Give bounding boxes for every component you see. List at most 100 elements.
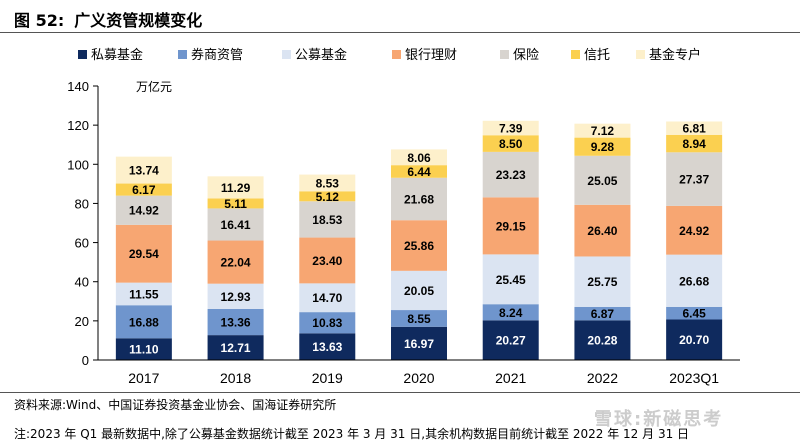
- bar-3-0: [115, 224, 172, 283]
- data-label-5-6: 8.94: [682, 137, 706, 151]
- legend-swatch-6: [636, 50, 645, 59]
- legend-swatch-2: [282, 50, 291, 59]
- bar-4-5: [574, 155, 631, 205]
- data-label-2-0: 11.55: [129, 287, 159, 301]
- bar-5-2: [299, 191, 356, 202]
- data-label-0-0: 11.10: [129, 343, 159, 357]
- data-label-1-2: 10.83: [312, 316, 342, 330]
- data-label-2-4: 25.45: [496, 273, 526, 287]
- data-label-2-5: 25.75: [587, 275, 617, 289]
- bar-5-3: [391, 165, 447, 178]
- data-label-0-5: 20.28: [587, 334, 617, 348]
- data-label-4-6: 27.37: [679, 173, 709, 187]
- legend-swatch-1: [178, 50, 187, 59]
- x-tick-label-6: 2023Q1: [669, 370, 719, 386]
- bar-0-6: [666, 319, 723, 360]
- bar-6-0: [115, 156, 172, 184]
- bar-3-3: [391, 220, 447, 271]
- y-tick-label-5: 100: [67, 157, 89, 172]
- data-label-4-2: 18.53: [312, 213, 342, 227]
- data-label-3-5: 26.40: [587, 224, 617, 238]
- bar-3-2: [299, 237, 356, 284]
- bar-0-3: [391, 326, 447, 360]
- data-label-2-2: 14.70: [312, 291, 342, 305]
- bar-6-5: [574, 123, 631, 138]
- bar-1-3: [391, 310, 447, 327]
- data-label-1-3: 8.55: [407, 312, 431, 326]
- legend-swatch-4: [500, 50, 509, 59]
- bar-4-1: [207, 208, 264, 241]
- bar-4-3: [391, 177, 447, 221]
- x-tick-label-3: 2020: [403, 370, 434, 386]
- data-label-2-1: 12.93: [221, 290, 251, 304]
- bar-5-6: [666, 134, 723, 153]
- data-label-6-1: 11.29: [221, 181, 251, 195]
- bar-0-2: [299, 333, 356, 360]
- data-label-0-6: 20.70: [679, 333, 709, 347]
- data-label-4-5: 25.05: [587, 174, 617, 188]
- data-label-1-1: 13.36: [221, 316, 251, 330]
- bar-2-6: [666, 254, 723, 307]
- legend-label-0: 私募基金: [91, 47, 143, 62]
- bar-1-0: [115, 305, 172, 339]
- bar-1-1: [207, 308, 264, 336]
- y-tick-label-4: 80: [75, 196, 89, 211]
- legend-swatch-3: [392, 50, 401, 59]
- bar-5-4: [482, 135, 539, 152]
- x-tick-label-1: 2018: [220, 370, 251, 386]
- data-label-0-3: 16.97: [404, 337, 434, 351]
- data-label-3-4: 29.15: [496, 219, 526, 233]
- title-bar: 图 52: 广义资管规模变化: [0, 0, 800, 33]
- data-label-5-5: 9.28: [591, 140, 615, 154]
- data-label-6-0: 13.74: [129, 164, 159, 178]
- bar-2-3: [391, 270, 447, 311]
- data-label-4-1: 16.41: [221, 218, 251, 232]
- legend-swatch-5: [571, 50, 580, 59]
- legend-label-1: 券商资管: [191, 47, 243, 62]
- y-tick-label-0: 0: [82, 353, 89, 368]
- data-label-5-0: 6.17: [132, 183, 156, 197]
- bar-2-2: [299, 283, 356, 313]
- legend-label-6: 基金专户: [649, 47, 701, 62]
- bar-0-5: [574, 320, 631, 360]
- data-label-1-0: 16.88: [129, 315, 159, 329]
- bar-5-1: [207, 198, 264, 209]
- legend-label-3: 银行理财: [405, 47, 457, 62]
- data-label-0-1: 12.71: [221, 341, 251, 355]
- y-tick-label-7: 140: [67, 79, 89, 94]
- x-tick-label-2: 2019: [312, 370, 343, 386]
- bar-0-4: [482, 320, 539, 360]
- bar-1-5: [574, 306, 631, 321]
- data-label-3-2: 23.40: [312, 254, 342, 268]
- bar-2-1: [207, 283, 264, 309]
- x-tick-label-4: 2021: [495, 370, 526, 386]
- data-label-1-6: 6.45: [682, 307, 706, 321]
- data-label-2-3: 20.05: [404, 284, 434, 298]
- figure-title: 广义资管规模变化: [74, 11, 203, 30]
- bar-4-4: [482, 151, 539, 198]
- data-label-4-3: 21.68: [404, 192, 434, 206]
- bar-2-5: [574, 256, 631, 307]
- bar-2-0: [115, 282, 172, 306]
- data-label-4-0: 14.92: [129, 204, 159, 218]
- bar-2-4: [482, 254, 539, 305]
- data-label-2-6: 26.68: [679, 274, 709, 288]
- unit-label: 万亿元: [136, 79, 172, 94]
- data-label-6-6: 6.81: [682, 122, 706, 136]
- data-label-6-2: 8.53: [316, 176, 340, 190]
- bar-1-4: [482, 304, 539, 321]
- bar-6-1: [207, 176, 264, 199]
- bar-3-1: [207, 240, 264, 284]
- bar-6-2: [299, 174, 356, 192]
- data-label-3-6: 24.92: [679, 224, 709, 238]
- data-label-6-5: 7.12: [591, 124, 615, 138]
- bar-6-3: [391, 149, 447, 166]
- bar-4-2: [299, 201, 356, 238]
- bar-6-4: [482, 120, 539, 136]
- data-label-0-4: 20.27: [496, 334, 526, 348]
- bar-5-0: [115, 183, 172, 196]
- source-note: 资料来源:Wind、中国证券投资基金业协会、国海证券研究所: [14, 398, 337, 412]
- data-label-3-0: 29.54: [129, 247, 159, 261]
- bar-0-1: [207, 335, 264, 360]
- data-label-3-1: 22.04: [221, 256, 251, 270]
